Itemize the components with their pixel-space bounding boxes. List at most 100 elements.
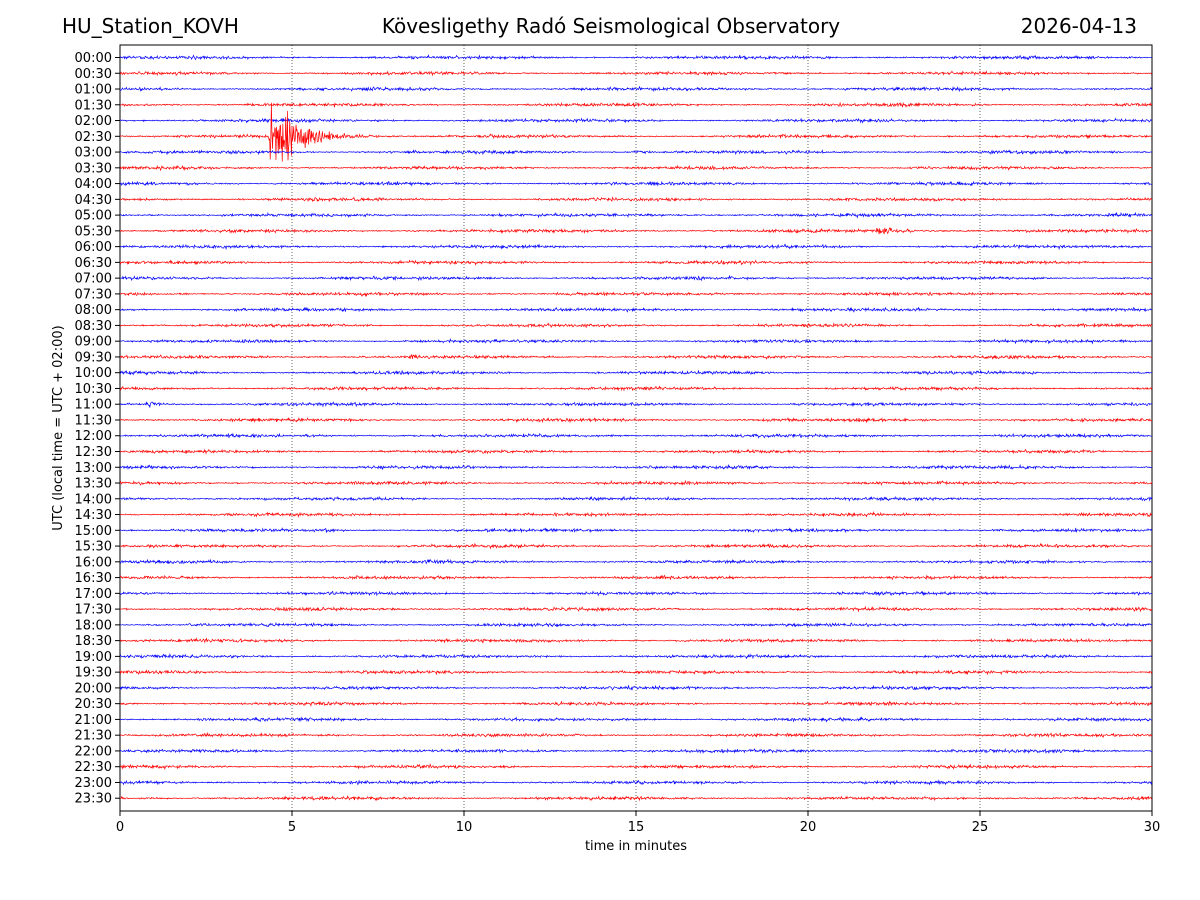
y-tick-label: 01:00 (75, 83, 112, 98)
trace-1330 (119, 479, 1153, 487)
y-tick-label: 03:00 (75, 146, 112, 161)
trace-2000 (119, 684, 1153, 691)
trace-0630 (119, 259, 1153, 266)
trace-1500 (119, 527, 1153, 534)
y-tick-label: 04:00 (75, 177, 112, 192)
y-axis-ticks: 00:0000:3001:0001:3002:0002:3003:0003:30… (75, 51, 120, 807)
trace-0830 (119, 322, 1153, 329)
y-tick-label: 20:30 (75, 697, 112, 712)
trace-0400 (119, 180, 1153, 187)
observatory-title: Kövesligethy Radó Seismological Observat… (381, 14, 841, 38)
trace-1300 (119, 463, 1153, 471)
trace-0000 (119, 54, 1153, 61)
trace-0600 (119, 243, 1153, 251)
y-tick-label: 13:00 (75, 461, 112, 476)
trace-1130 (119, 416, 1153, 424)
trace-0430 (119, 196, 1153, 203)
y-tick-label: 14:30 (75, 508, 112, 523)
trace-1630 (119, 574, 1153, 581)
y-tick-label: 11:00 (75, 398, 112, 413)
trace-1000 (119, 369, 1153, 376)
y-tick-label: 15:30 (75, 540, 112, 555)
trace-1030 (119, 385, 1153, 392)
y-tick-label: 18:00 (75, 618, 112, 633)
y-tick-label: 00:00 (75, 51, 112, 66)
y-tick-label: 04:30 (75, 193, 112, 208)
y-tick-label: 02:30 (75, 130, 112, 145)
trace-0130 (119, 101, 1153, 108)
trace-1900 (119, 653, 1153, 660)
y-tick-label: 22:30 (75, 760, 112, 775)
y-tick-label: 09:00 (75, 335, 112, 350)
trace-1530 (119, 542, 1153, 550)
trace-1200 (119, 432, 1153, 439)
trace-2230 (119, 763, 1153, 770)
y-tick-label: 20:00 (75, 681, 112, 696)
y-tick-label: 08:00 (75, 303, 112, 318)
trace-2100 (119, 716, 1153, 723)
trace-0300 (119, 149, 1153, 156)
x-tick-label: 20 (800, 820, 817, 835)
x-tick-label: 5 (288, 820, 296, 835)
y-tick-label: 09:30 (75, 350, 112, 365)
x-axis-label: time in minutes (585, 839, 687, 854)
trace-1600 (119, 558, 1153, 565)
station-title: HU_Station_KOVH (62, 14, 239, 38)
trace-0030 (119, 70, 1153, 77)
trace-1400 (119, 495, 1153, 502)
trace-1730 (119, 605, 1153, 613)
y-tick-label: 10:00 (75, 366, 112, 381)
trace-0930 (119, 354, 1153, 361)
y-tick-label: 15:00 (75, 524, 112, 539)
x-tick-label: 0 (116, 820, 124, 835)
trace-2200 (119, 747, 1153, 755)
x-tick-label: 25 (972, 820, 989, 835)
y-tick-label: 05:00 (75, 209, 112, 224)
trace-0800 (119, 306, 1153, 313)
y-tick-label: 11:30 (75, 413, 112, 428)
trace-1430 (119, 511, 1153, 518)
y-axis-label: UTC (local time = UTC + 02:00) (51, 325, 66, 530)
y-tick-label: 19:00 (75, 650, 112, 665)
y-tick-label: 02:00 (75, 114, 112, 129)
trace-2330 (119, 794, 1153, 802)
x-tick-label: 30 (1144, 820, 1161, 835)
trace-0730 (119, 290, 1153, 298)
trace-1230 (119, 448, 1153, 455)
y-tick-label: 18:30 (75, 634, 112, 649)
y-tick-label: 13:30 (75, 477, 112, 492)
date-title: 2026-04-13 (1020, 14, 1137, 38)
y-tick-label: 07:30 (75, 287, 112, 302)
trace-1930 (119, 669, 1153, 676)
x-tick-label: 10 (456, 820, 473, 835)
x-grid (291, 45, 981, 811)
y-tick-label: 12:00 (75, 429, 112, 444)
trace-2130 (119, 731, 1153, 738)
y-tick-label: 06:00 (75, 240, 112, 255)
trace-1100 (119, 401, 1153, 408)
trace-0100 (119, 85, 1153, 93)
y-tick-label: 07:00 (75, 272, 112, 287)
trace-group (119, 54, 1153, 802)
y-tick-label: 12:30 (75, 445, 112, 460)
y-tick-label: 17:00 (75, 587, 112, 602)
y-tick-label: 06:30 (75, 256, 112, 271)
trace-0900 (119, 338, 1153, 345)
trace-0500 (119, 211, 1153, 219)
trace-0230 (119, 102, 1153, 162)
y-tick-label: 22:00 (75, 744, 112, 759)
y-tick-label: 21:30 (75, 729, 112, 744)
y-tick-label: 23:30 (75, 792, 112, 807)
y-tick-label: 05:30 (75, 224, 112, 239)
y-tick-label: 16:30 (75, 571, 112, 586)
y-tick-label: 19:30 (75, 666, 112, 681)
x-axis-ticks: 0 5 10 15 20 25 30 (116, 811, 1160, 835)
y-tick-label: 17:30 (75, 603, 112, 618)
y-tick-label: 08:30 (75, 319, 112, 334)
trace-0530 (119, 227, 1153, 235)
trace-0200 (119, 117, 1153, 124)
trace-1800 (119, 621, 1153, 628)
y-tick-label: 21:00 (75, 713, 112, 728)
y-tick-label: 23:00 (75, 776, 112, 791)
